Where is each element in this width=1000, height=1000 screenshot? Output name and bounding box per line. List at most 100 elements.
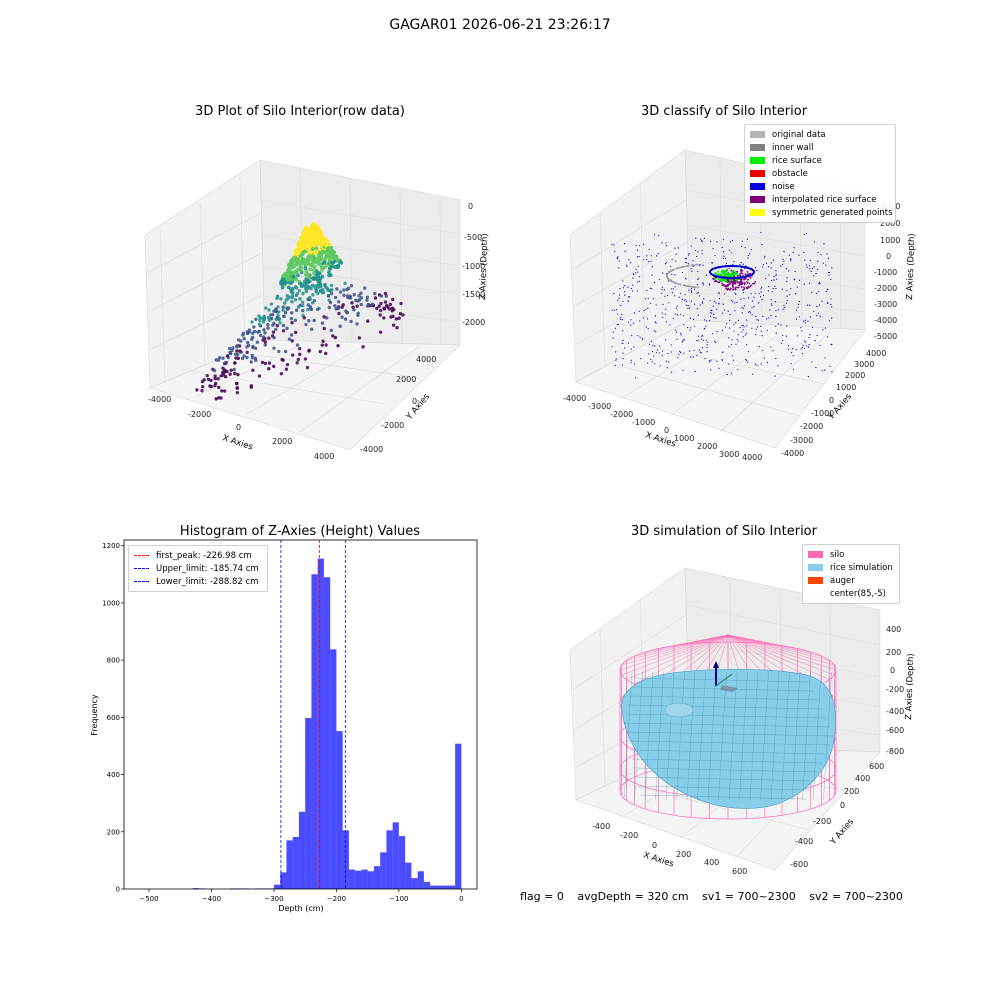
raw-data-point	[287, 264, 292, 269]
raw-data-point	[357, 298, 362, 302]
raw-data-point	[307, 244, 312, 249]
raw-data-point	[328, 288, 333, 293]
raw-data-point	[319, 234, 324, 239]
original-data-point	[676, 282, 679, 285]
noise-point	[642, 243, 645, 245]
raw-data-point	[266, 326, 270, 330]
raw-data-point	[356, 299, 360, 303]
noise-point	[685, 299, 687, 301]
interpolated-surface-point	[739, 273, 741, 276]
histogram-bar	[273, 884, 281, 889]
raw-data-point	[289, 261, 294, 266]
raw-data-point	[316, 232, 321, 237]
interpolated-surface-point	[723, 272, 726, 275]
interpolated-surface-point	[745, 274, 748, 277]
classify-legend-swatch	[750, 209, 765, 216]
raw-data-point	[285, 307, 290, 311]
noise-point	[664, 295, 666, 297]
raw-data-point	[349, 284, 354, 288]
noise-point	[651, 266, 654, 268]
raw-data-point	[290, 311, 294, 315]
interpolated-surface-point	[716, 281, 719, 284]
raw-data-point	[344, 309, 348, 313]
raw-data-point	[267, 318, 272, 322]
raw-data-point	[318, 232, 322, 237]
noise-point	[630, 359, 632, 361]
raw-data-point	[304, 230, 309, 234]
noise-point	[643, 309, 645, 312]
noise-point	[620, 318, 622, 321]
raw-data-point	[320, 234, 324, 238]
raw-data-point	[306, 229, 311, 234]
cls-ztick-2: 1000	[880, 236, 900, 245]
raw-data-point	[326, 288, 330, 292]
noise-point	[674, 274, 676, 276]
rice-mesh-line	[633, 767, 819, 773]
interpolated-surface-point	[727, 277, 730, 280]
raw-data-point	[318, 233, 322, 238]
original-data-point	[685, 265, 688, 268]
interpolated-surface-point	[732, 279, 735, 282]
noise-point	[696, 255, 698, 258]
noise-point	[709, 361, 711, 363]
raw-data-point	[328, 251, 333, 256]
noise-point	[756, 269, 758, 272]
original-data-point	[690, 285, 693, 288]
original-data-point	[690, 285, 693, 288]
raw-data-point	[209, 378, 213, 383]
raw-data-point	[228, 351, 232, 355]
raw-data-point	[337, 311, 341, 316]
raw-data-point	[230, 348, 234, 352]
interpolated-surface-point	[733, 280, 735, 283]
noise-point	[728, 363, 730, 365]
interpolated-surface-point	[729, 276, 732, 278]
noise-point	[658, 235, 660, 237]
raw-data-point	[299, 240, 304, 245]
noise-point	[690, 288, 693, 290]
figure-title: GAGAR01 2026-06-21 23:26:17	[389, 17, 611, 33]
raw-data-point	[317, 236, 322, 241]
noise-point	[809, 267, 811, 270]
noise-point	[665, 273, 667, 275]
raw-data-point	[316, 226, 321, 231]
raw-data-point	[361, 345, 365, 349]
raw-data-point	[350, 301, 354, 305]
interpolated-surface-point	[733, 278, 736, 281]
noise-point	[801, 330, 803, 332]
noise-point	[685, 304, 688, 306]
interpolated-surface-point	[737, 275, 739, 278]
noise-point	[724, 293, 726, 295]
raw-data-point	[312, 234, 317, 238]
raw-data-point	[371, 303, 375, 308]
classify-legend-label: inner wall	[772, 142, 814, 153]
interpolated-surface-point	[725, 274, 728, 276]
raw-data-point	[295, 248, 300, 253]
raw-data-point	[328, 246, 333, 251]
sv2-status: sv2 = 700~2300	[809, 890, 903, 903]
noise-point	[804, 319, 806, 321]
raw-data-point	[327, 258, 332, 263]
raw-data-point	[297, 257, 302, 261]
original-data-point	[668, 271, 670, 274]
rice-surface-point	[725, 274, 728, 277]
raw-data-point	[329, 291, 334, 296]
noise-point	[753, 296, 755, 298]
raw-data-point	[312, 227, 317, 232]
original-data-point	[667, 277, 670, 280]
raw-data-point	[251, 345, 255, 349]
silo-roof-spoke	[645, 634, 729, 653]
interpolated-surface-point	[730, 278, 733, 281]
noise-point	[671, 273, 673, 275]
histogram-reference-lines	[280, 540, 346, 889]
noise-point	[755, 328, 757, 330]
raw-data-point	[246, 340, 250, 345]
noise-point	[698, 349, 700, 351]
noise-point	[666, 294, 669, 297]
raw-data-point	[316, 250, 321, 255]
raw-data-point	[305, 365, 310, 370]
raw-data-point	[308, 249, 313, 254]
noise-point	[824, 327, 827, 329]
raw-data-point	[300, 257, 305, 262]
raw-data-point	[306, 280, 310, 284]
raw-data-point	[401, 313, 405, 317]
